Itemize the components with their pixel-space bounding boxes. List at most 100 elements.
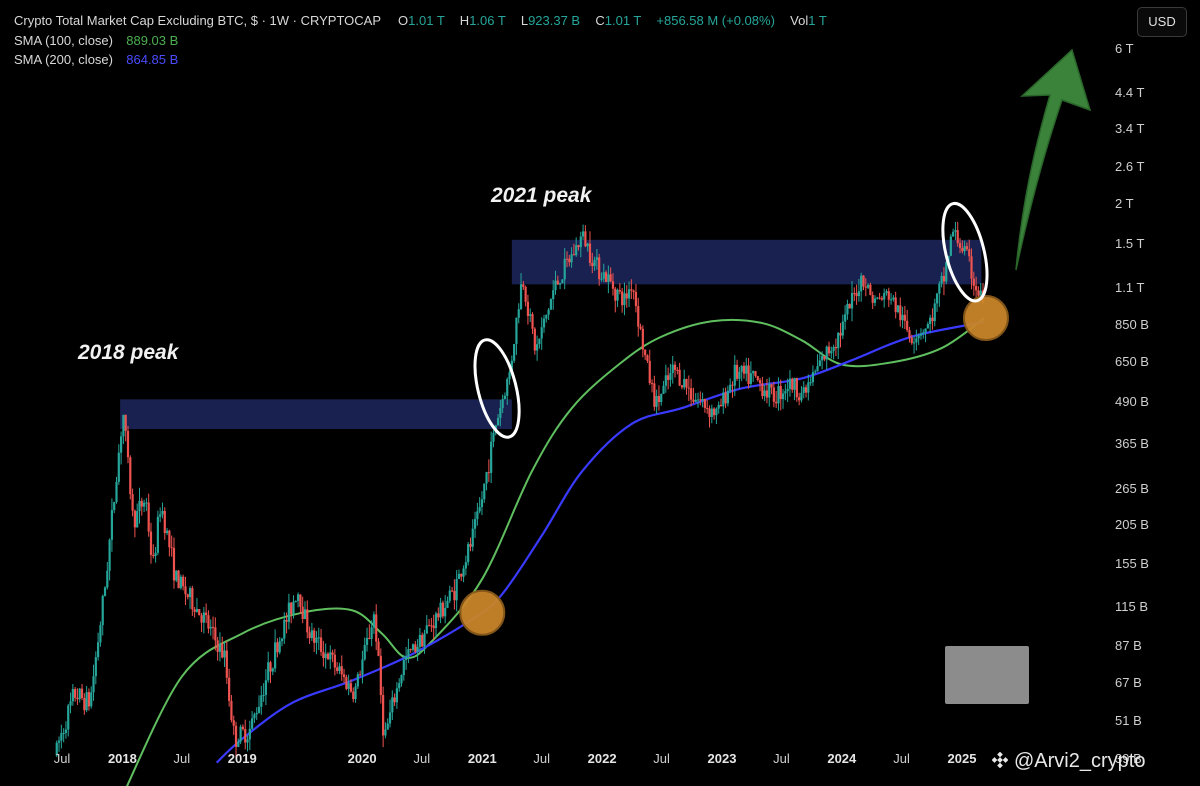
- candle-body: [221, 643, 224, 658]
- candle-body: [191, 588, 194, 610]
- candle-body: [935, 293, 939, 304]
- candle-body: [896, 305, 900, 313]
- candle-body: [938, 283, 941, 294]
- candle-body: [949, 236, 952, 256]
- candle-body: [159, 514, 162, 517]
- sma200-label: SMA (200, close): [14, 52, 113, 67]
- candle-body: [478, 507, 481, 512]
- candle-body: [729, 384, 732, 391]
- candle-body: [970, 256, 973, 279]
- candle-body: [140, 500, 143, 507]
- candle-body: [519, 284, 523, 310]
- candle-body: [129, 457, 132, 495]
- watermark: @Arvi2_crypto: [992, 750, 1145, 773]
- candle-body: [653, 383, 656, 407]
- candle-body: [398, 683, 401, 689]
- candle-body: [676, 369, 679, 371]
- candle-body: [726, 390, 729, 404]
- candle-body: [264, 680, 268, 695]
- x-tick-label: 2023: [707, 751, 737, 766]
- y-tick-label: 850 B: [1115, 316, 1149, 332]
- candle-body: [834, 346, 838, 349]
- candle-body: [671, 364, 674, 373]
- candle-body: [655, 395, 658, 407]
- annotation-markers: [459, 201, 1009, 636]
- candle-body: [531, 314, 534, 329]
- candle-body: [416, 646, 419, 652]
- candle-body: [496, 418, 500, 426]
- y-tick-label: 650 B: [1115, 354, 1149, 370]
- candle-body: [584, 231, 587, 247]
- ohlc-close-value: 1.01 T: [604, 13, 642, 28]
- sma200-legend[interactable]: SMA (200, close) 864.85 B: [14, 52, 178, 68]
- price-change: +856.58 M (+0.08%): [656, 13, 775, 28]
- candle-body: [540, 327, 543, 339]
- candle-body: [864, 286, 867, 288]
- candle-body: [919, 333, 923, 336]
- candle-body: [510, 360, 513, 373]
- x-tick-label: Jul: [773, 751, 790, 766]
- x-tick-label: Jul: [533, 751, 551, 766]
- candle-body: [644, 349, 647, 356]
- candle-body: [795, 378, 798, 398]
- candle-body: [811, 372, 815, 383]
- candle-body: [903, 314, 906, 321]
- candle-body: [627, 289, 631, 299]
- candle-body: [945, 262, 948, 282]
- candle-body: [448, 590, 451, 601]
- candle-body: [529, 314, 532, 316]
- candle-body: [545, 314, 548, 319]
- candle-body: [724, 392, 727, 404]
- candle-body: [961, 247, 964, 252]
- candle-body: [561, 279, 564, 284]
- candle-body: [611, 281, 615, 289]
- ohlc-close-label: C: [595, 13, 605, 28]
- sma100-legend[interactable]: SMA (100, close) 889.03 B: [14, 33, 178, 49]
- candle-body: [423, 633, 426, 647]
- candle-body: [430, 625, 433, 627]
- candle-body: [630, 289, 633, 291]
- candle-body: [775, 401, 778, 404]
- candle-body: [64, 729, 68, 733]
- currency-button[interactable]: USD: [1137, 7, 1187, 37]
- candle-body: [253, 714, 256, 719]
- candle-body: [349, 683, 353, 692]
- candle-body: [310, 630, 313, 639]
- candle-body: [315, 637, 318, 643]
- candle-body: [356, 674, 359, 687]
- candle-body: [97, 642, 100, 658]
- candle-body: [784, 391, 787, 394]
- candle-body: [386, 723, 389, 730]
- candle-body: [156, 516, 159, 553]
- y-tick-label: 365 B: [1115, 435, 1149, 451]
- candle-body: [67, 705, 70, 730]
- y-tick-label: 2.6 T: [1115, 158, 1145, 174]
- candle-body: [662, 385, 665, 394]
- candle-body: [823, 356, 826, 360]
- candle-body: [915, 338, 918, 343]
- candle-body: [87, 692, 91, 707]
- candle-body: [814, 371, 817, 373]
- y-tick-label: 205 B: [1115, 517, 1149, 533]
- candle-body: [117, 452, 120, 482]
- candle-body: [473, 519, 477, 529]
- candle-body: [347, 683, 350, 689]
- candle-body: [237, 741, 240, 747]
- candle-body: [841, 321, 844, 336]
- candle-body: [765, 390, 769, 398]
- candle-body: [963, 246, 966, 252]
- candle-body: [547, 309, 550, 315]
- candle-body: [768, 384, 771, 398]
- candle-body: [929, 317, 932, 325]
- candle-body: [563, 258, 566, 280]
- candle-body: [618, 289, 621, 292]
- resistance-zone: [120, 399, 512, 430]
- blur-rect: [945, 646, 1029, 704]
- candle-body: [267, 662, 270, 681]
- x-tick-label: Jul: [53, 751, 71, 766]
- candle-body: [680, 385, 684, 388]
- candle-body: [719, 404, 723, 407]
- candle-body: [809, 382, 812, 384]
- candle-body: [524, 286, 527, 302]
